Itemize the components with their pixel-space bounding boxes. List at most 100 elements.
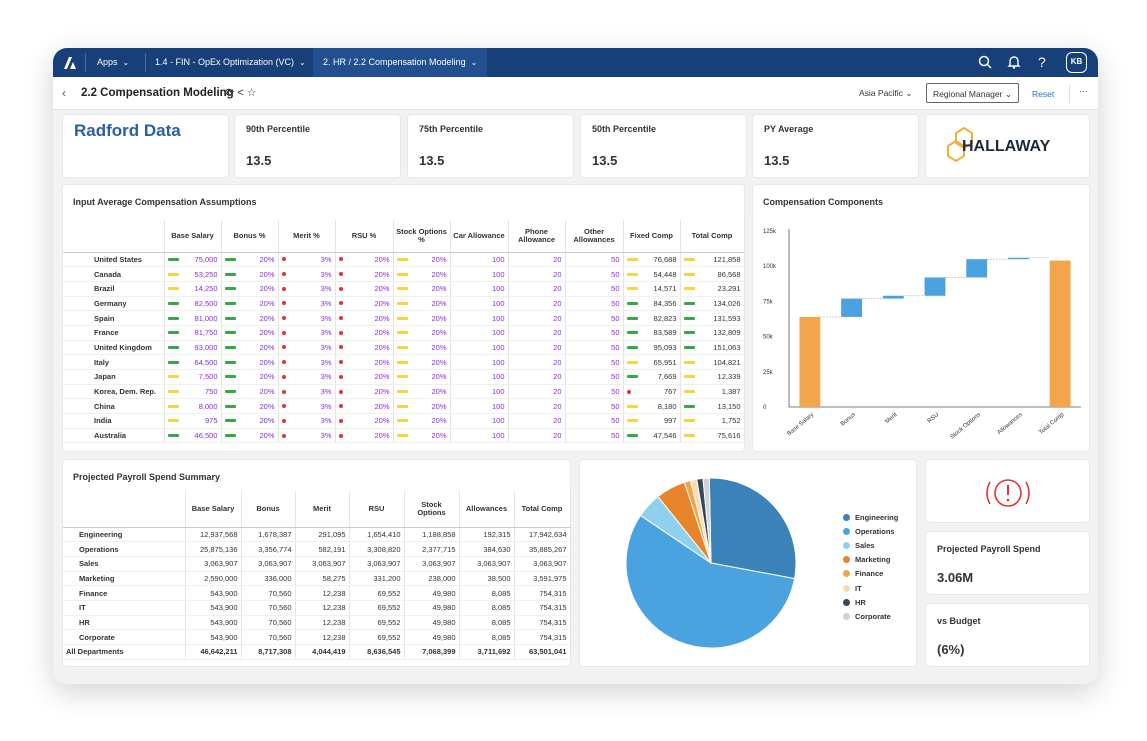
- bonus-cell[interactable]: 20%: [221, 384, 279, 400]
- car-allowance-cell[interactable]: 100: [450, 369, 509, 385]
- car-allowance-cell[interactable]: 100: [450, 310, 509, 326]
- legend-item[interactable]: Engineering: [843, 510, 898, 524]
- bonus-cell[interactable]: 20%: [221, 296, 279, 312]
- legend-item[interactable]: Sales: [843, 538, 898, 552]
- base-salary-cell[interactable]: 64,500: [164, 354, 222, 370]
- refresh-icon[interactable]: ⟳: [225, 87, 238, 99]
- base-salary-cell[interactable]: 82,500: [164, 296, 222, 312]
- stock-options-cell[interactable]: 20%: [393, 310, 451, 326]
- other-allowances-cell[interactable]: 50: [565, 428, 624, 444]
- base-salary-cell[interactable]: 14,250: [164, 281, 222, 297]
- rsu-cell[interactable]: 20%: [335, 296, 394, 312]
- rsu-cell[interactable]: 20%: [335, 413, 394, 429]
- favorite-star-icon[interactable]: ☆: [246, 87, 260, 99]
- car-allowance-cell[interactable]: 100: [450, 384, 509, 400]
- car-allowance-cell[interactable]: 100: [450, 413, 509, 429]
- more-options-icon[interactable]: ···: [1079, 86, 1088, 96]
- rsu-cell[interactable]: 20%: [335, 340, 394, 356]
- stock-options-cell[interactable]: 20%: [393, 325, 451, 341]
- phone-allowance-cell[interactable]: 20: [508, 296, 566, 312]
- stock-options-cell[interactable]: 20%: [393, 252, 451, 268]
- base-salary-cell[interactable]: 8,000: [164, 398, 222, 415]
- bell-icon[interactable]: [1006, 54, 1022, 70]
- bonus-cell[interactable]: 20%: [221, 310, 279, 326]
- share-icon[interactable]: <: [237, 87, 247, 99]
- merit-cell[interactable]: 3%: [278, 325, 336, 341]
- merit-cell[interactable]: 3%: [278, 310, 336, 326]
- bonus-cell[interactable]: 20%: [221, 266, 279, 282]
- base-salary-cell[interactable]: 93,000: [164, 340, 222, 356]
- stock-options-cell[interactable]: 20%: [393, 428, 451, 444]
- car-allowance-cell[interactable]: 100: [450, 325, 509, 341]
- phone-allowance-cell[interactable]: 20: [508, 340, 566, 356]
- base-salary-cell[interactable]: 975: [164, 413, 222, 429]
- bonus-cell[interactable]: 20%: [221, 354, 279, 370]
- car-allowance-cell[interactable]: 100: [450, 428, 509, 444]
- stock-options-cell[interactable]: 20%: [393, 384, 451, 400]
- rsu-cell[interactable]: 20%: [335, 252, 394, 268]
- other-allowances-cell[interactable]: 50: [565, 296, 624, 312]
- car-allowance-cell[interactable]: 100: [450, 340, 509, 356]
- bonus-cell[interactable]: 20%: [221, 340, 279, 356]
- help-icon[interactable]: ?: [1038, 54, 1046, 70]
- base-salary-cell[interactable]: 75,000: [164, 252, 222, 268]
- back-arrow-icon[interactable]: ‹: [62, 86, 66, 100]
- reset-button[interactable]: Reset: [1032, 89, 1055, 99]
- other-allowances-cell[interactable]: 50: [565, 398, 624, 415]
- base-salary-cell[interactable]: 81,750: [164, 325, 222, 341]
- rsu-cell[interactable]: 20%: [335, 398, 394, 415]
- stock-options-cell[interactable]: 20%: [393, 296, 451, 312]
- phone-allowance-cell[interactable]: 20: [508, 252, 566, 268]
- merit-cell[interactable]: 3%: [278, 369, 336, 385]
- bonus-cell[interactable]: 20%: [221, 413, 279, 429]
- car-allowance-cell[interactable]: 100: [450, 296, 509, 312]
- legend-item[interactable]: Finance: [843, 567, 898, 581]
- merit-cell[interactable]: 3%: [278, 354, 336, 370]
- base-salary-cell[interactable]: 46,500: [164, 428, 222, 444]
- merit-cell[interactable]: 3%: [278, 252, 336, 268]
- bonus-cell[interactable]: 20%: [221, 369, 279, 385]
- merit-cell[interactable]: 3%: [278, 296, 336, 312]
- base-salary-cell[interactable]: 750: [164, 384, 222, 400]
- merit-cell[interactable]: 3%: [278, 413, 336, 429]
- phone-allowance-cell[interactable]: 20: [508, 266, 566, 282]
- role-dropdown[interactable]: Regional Manager ⌄: [926, 83, 1019, 103]
- other-allowances-cell[interactable]: 50: [565, 325, 624, 341]
- phone-allowance-cell[interactable]: 20: [508, 354, 566, 370]
- legend-item[interactable]: Corporate: [843, 609, 898, 623]
- rsu-cell[interactable]: 20%: [335, 266, 394, 282]
- legend-item[interactable]: IT: [843, 581, 898, 595]
- rsu-cell[interactable]: 20%: [335, 384, 394, 400]
- stock-options-cell[interactable]: 20%: [393, 369, 451, 385]
- bonus-cell[interactable]: 20%: [221, 398, 279, 415]
- phone-allowance-cell[interactable]: 20: [508, 310, 566, 326]
- merit-cell[interactable]: 3%: [278, 398, 336, 415]
- car-allowance-cell[interactable]: 100: [450, 354, 509, 370]
- merit-cell[interactable]: 3%: [278, 281, 336, 297]
- breadcrumb-opex[interactable]: 1.4 - FIN - OpEx Optimization (VC) ⌄: [145, 48, 316, 77]
- user-avatar[interactable]: KB: [1066, 52, 1087, 73]
- base-salary-cell[interactable]: 7,500: [164, 369, 222, 385]
- other-allowances-cell[interactable]: 50: [565, 310, 624, 326]
- bonus-cell[interactable]: 20%: [221, 281, 279, 297]
- car-allowance-cell[interactable]: 100: [450, 281, 509, 297]
- rsu-cell[interactable]: 20%: [335, 428, 394, 444]
- car-allowance-cell[interactable]: 100: [450, 266, 509, 282]
- other-allowances-cell[interactable]: 50: [565, 413, 624, 429]
- bonus-cell[interactable]: 20%: [221, 428, 279, 444]
- app-logo-icon[interactable]: [62, 55, 78, 71]
- stock-options-cell[interactable]: 20%: [393, 281, 451, 297]
- legend-item[interactable]: HR: [843, 595, 898, 609]
- merit-cell[interactable]: 3%: [278, 384, 336, 400]
- base-salary-cell[interactable]: 81,000: [164, 310, 222, 326]
- rsu-cell[interactable]: 20%: [335, 354, 394, 370]
- other-allowances-cell[interactable]: 50: [565, 266, 624, 282]
- other-allowances-cell[interactable]: 50: [565, 340, 624, 356]
- base-salary-cell[interactable]: 53,250: [164, 266, 222, 282]
- bonus-cell[interactable]: 20%: [221, 325, 279, 341]
- stock-options-cell[interactable]: 20%: [393, 266, 451, 282]
- stock-options-cell[interactable]: 20%: [393, 340, 451, 356]
- legend-item[interactable]: Operations: [843, 524, 898, 538]
- other-allowances-cell[interactable]: 50: [565, 281, 624, 297]
- bonus-cell[interactable]: 20%: [221, 252, 279, 268]
